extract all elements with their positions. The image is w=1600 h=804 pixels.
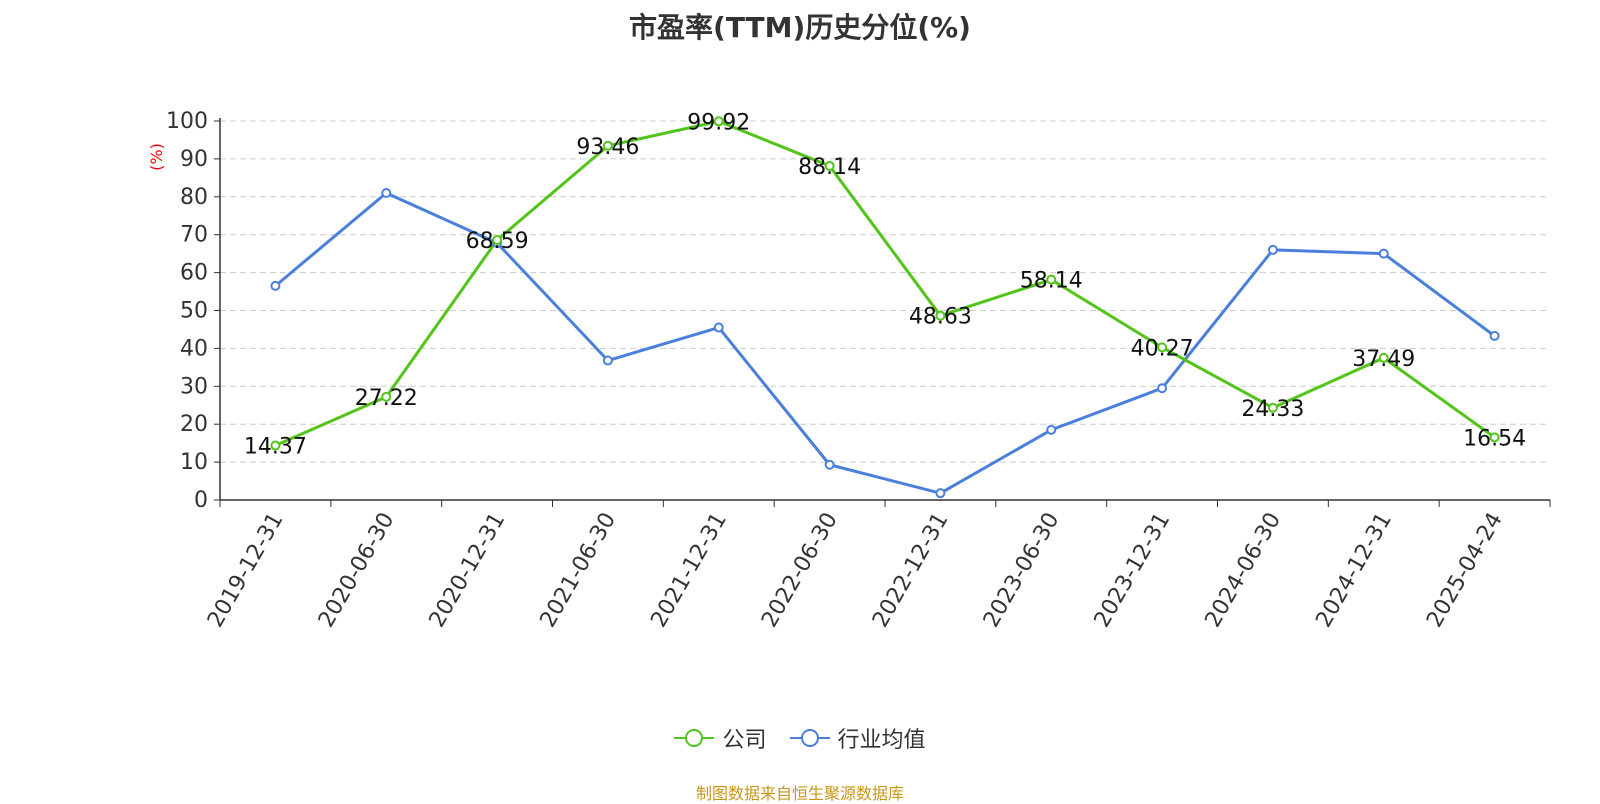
source-note: 制图数据来自恒生聚源数据库 (695, 784, 904, 803)
x-tick-label: 2022-12-31 (868, 509, 954, 632)
data-point-industry (381, 188, 392, 199)
legend: 公司 行业均值 (0, 722, 1600, 754)
data-point-company (1489, 432, 1500, 443)
data-label: 37.49 (1352, 347, 1415, 372)
data-point-industry (1157, 383, 1168, 394)
data-point-industry (935, 488, 946, 499)
x-tick-label: 2022-06-30 (757, 509, 843, 632)
data-label: 24.33 (1241, 397, 1304, 422)
data-label: 58.14 (1020, 269, 1083, 294)
data-point-company (1157, 342, 1168, 353)
y-tick-label: 80 (180, 185, 208, 210)
legend-label-company: 公司 (722, 728, 767, 753)
x-tick-label: 2023-12-31 (1090, 509, 1176, 632)
data-point-industry (1046, 424, 1057, 435)
chart-title: 市盈率(TTM)历史分位(%) (629, 11, 971, 44)
data-label: 48.63 (909, 305, 972, 330)
data-point-industry (1489, 330, 1500, 341)
y-axis-label: (%) (147, 143, 166, 171)
data-point-company (602, 140, 613, 151)
x-tick-label: 2025-04-24 (1422, 509, 1508, 632)
data-point-company (270, 440, 281, 451)
data-point-company (713, 116, 724, 127)
legend-marker-company (674, 729, 715, 747)
x-tick-label: 2020-12-31 (425, 509, 511, 632)
data-point-industry (270, 280, 281, 291)
data-point-company (492, 235, 503, 246)
data-point-company (381, 391, 392, 402)
data-labels: 14.37 27.22 68.59 93.46 99.92 88.14 48.63 58.14… (244, 110, 1526, 459)
legend-item-industry[interactable]: 行业均值 (789, 722, 926, 754)
data-point-industry (824, 459, 835, 470)
data-label: 27.22 (355, 386, 418, 411)
y-tick-label: 30 (180, 374, 208, 399)
x-tick-label: 2023-06-30 (979, 509, 1065, 632)
series-line-company (274, 119, 1496, 447)
y-tick-label: 10 (180, 450, 208, 475)
data-point-company (935, 310, 946, 321)
data-point-industry (602, 355, 613, 366)
data-point-industry (1267, 244, 1278, 255)
data-point-company (1267, 402, 1278, 413)
data-label: 16.54 (1463, 426, 1526, 451)
x-tick-label: 2021-06-30 (536, 509, 622, 632)
data-label: 93.46 (576, 135, 639, 160)
data-point-industry (1378, 248, 1389, 259)
legend-item-company[interactable]: 公司 (674, 722, 767, 754)
data-label: 99.92 (687, 110, 750, 135)
grid-lines (220, 120, 1550, 463)
x-tick-label: 2024-12-31 (1311, 509, 1397, 632)
data-label: 40.27 (1131, 336, 1194, 361)
y-tick-label: 100 (166, 109, 208, 134)
y-tick-label: 60 (180, 261, 208, 286)
data-point-industry (713, 322, 724, 333)
y-tick-label: 50 (180, 299, 208, 324)
data-label: 88.14 (798, 155, 861, 180)
axes: 0 10 20 30 40 50 60 70 80 90 100(%) 2019-12-31 2020-… (147, 109, 1551, 632)
series-line-industry (274, 191, 1496, 495)
data-point-company (824, 160, 835, 171)
y-tick-label: 0 (194, 488, 208, 513)
legend-label-industry: 行业均值 (837, 728, 926, 753)
data-point-company (1378, 352, 1389, 363)
y-tick-label: 20 (180, 412, 208, 437)
x-tick-label: 2021-12-31 (646, 509, 732, 632)
data-label: 68.59 (466, 229, 529, 254)
series-lines (270, 116, 1500, 499)
legend-marker-industry (789, 729, 830, 747)
data-label: 14.37 (244, 435, 307, 460)
data-point-company (1046, 274, 1057, 285)
y-tick-label: 70 (180, 223, 208, 248)
x-tick-label: 2019-12-31 (203, 509, 289, 632)
x-tick-label: 2020-06-30 (314, 509, 400, 632)
y-tick-label: 40 (180, 336, 208, 361)
x-tick-label: 2024-06-30 (1201, 509, 1287, 632)
y-tick-label: 90 (180, 147, 208, 172)
